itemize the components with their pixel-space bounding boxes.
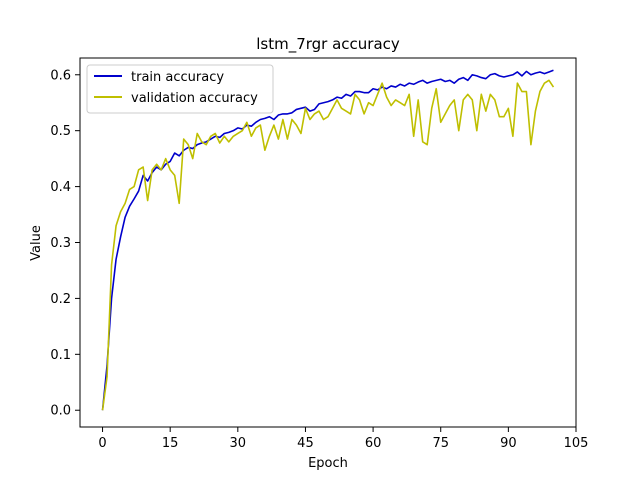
y-tick-label: 0.1 [50, 348, 71, 363]
x-tick-label: 75 [432, 436, 449, 451]
y-tick-label: 0.4 [50, 180, 71, 195]
x-axis: 0 15 30 45 60 75 90 105 [98, 427, 588, 451]
x-tick-label: 60 [365, 436, 382, 451]
legend-box [86, 64, 274, 114]
x-tick-label: 15 [162, 436, 179, 451]
y-tick-label: 0.5 [50, 124, 71, 139]
y-tick-label: 0.2 [50, 292, 71, 307]
x-tick-label: 30 [230, 436, 247, 451]
legend: train accuracy validation accuracy [86, 64, 274, 114]
x-tick-label: 45 [297, 436, 314, 451]
y-tick-label: 0.0 [50, 404, 71, 419]
legend-label-train: train accuracy [131, 70, 224, 85]
x-tick-label: 90 [500, 436, 517, 451]
y-tick-label: 0.6 [50, 68, 71, 83]
x-tick-label: 0 [98, 436, 106, 451]
y-axis-label: Value [29, 225, 44, 261]
legend-label-validation: validation accuracy [131, 91, 258, 106]
chart-title: lstm_7rgr accuracy [256, 35, 400, 54]
x-axis-label: Epoch [308, 456, 348, 471]
plot-lines [101, 69, 555, 411]
series-line-train [101, 69, 554, 411]
series-line-validation [101, 79, 555, 411]
y-axis: 0.0 0.1 0.2 0.3 0.4 0.5 0.6 [50, 68, 80, 419]
x-tick-label: 105 [564, 436, 589, 451]
y-tick-label: 0.3 [50, 236, 71, 251]
